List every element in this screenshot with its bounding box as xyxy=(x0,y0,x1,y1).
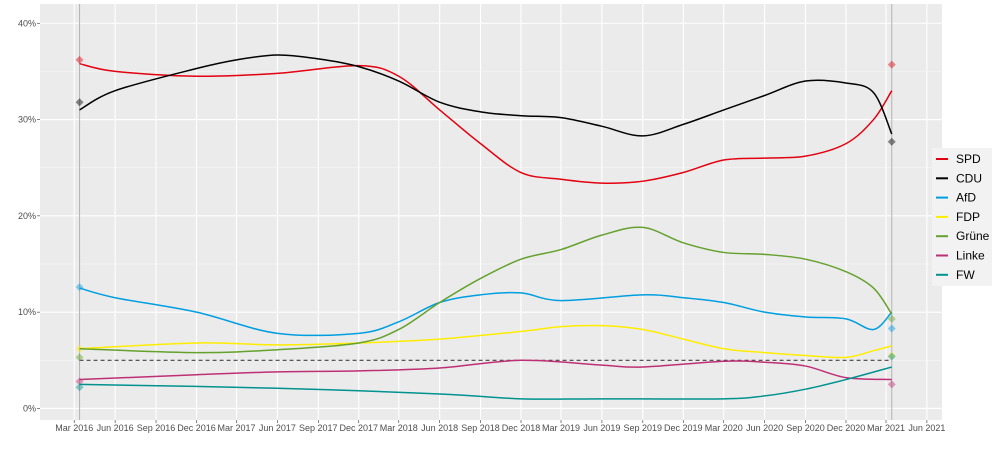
x-tick-label: Dec 2019 xyxy=(664,423,703,433)
x-tick-label: Mar 2021 xyxy=(867,423,905,433)
x-tick-label: Dec 2016 xyxy=(177,423,216,433)
x-tick-label: Mar 2017 xyxy=(217,423,255,433)
series-line xyxy=(79,287,893,337)
y-tick-label: 20% xyxy=(18,211,36,221)
x-tick-label: Jun 2019 xyxy=(583,423,620,433)
x-tick-label: Jun 2020 xyxy=(746,423,783,433)
legend-label: AfD xyxy=(956,191,976,205)
x-tick-label: Mar 2020 xyxy=(705,423,743,433)
series-line xyxy=(79,54,893,137)
series-spd xyxy=(75,55,896,184)
x-tick-label: Sep 2020 xyxy=(786,423,825,433)
election-result-marker xyxy=(887,352,896,361)
legend-label: FW xyxy=(956,268,975,282)
x-tick-label: Jun 2016 xyxy=(97,423,134,433)
x-tick-label: Mar 2016 xyxy=(55,423,93,433)
series-line xyxy=(79,359,892,381)
gridlines xyxy=(40,4,942,420)
series-line xyxy=(79,366,892,400)
y-tick-label: 40% xyxy=(18,18,36,28)
series-line xyxy=(79,226,893,354)
election-result-marker xyxy=(887,351,896,360)
y-tick-label: 0% xyxy=(23,403,36,413)
election-result-marker xyxy=(75,98,84,107)
election-result-marker xyxy=(887,137,896,146)
x-tick-label: Jun 2018 xyxy=(421,423,458,433)
election-result-marker xyxy=(887,324,896,333)
legend-label: FDP xyxy=(956,210,980,224)
x-tick-label: Sep 2019 xyxy=(624,423,663,433)
legend-label: Grüne xyxy=(956,229,990,243)
series-grüne xyxy=(75,226,896,362)
series-lines xyxy=(75,54,896,400)
x-tick-label: Sep 2017 xyxy=(299,423,338,433)
series-fw xyxy=(75,352,896,400)
election-result-marker xyxy=(75,55,84,64)
legend-label: SPD xyxy=(956,152,981,166)
election-result-marker xyxy=(75,383,84,392)
x-tick-label: Dec 2020 xyxy=(827,423,866,433)
series-linke xyxy=(75,359,896,389)
y-tick-label: 30% xyxy=(18,115,36,125)
election-result-marker xyxy=(887,314,896,323)
election-result-marker xyxy=(75,353,84,362)
x-tick-label: Jun 2021 xyxy=(908,423,945,433)
series-afd xyxy=(75,283,896,337)
plot-panel xyxy=(40,4,942,420)
x-tick-label: Sep 2016 xyxy=(137,423,176,433)
x-tick-label: Sep 2018 xyxy=(461,423,500,433)
axes: 0%10%20%30%40%Mar 2016 Jun 2016 Sep 2016 De… xyxy=(18,18,945,433)
series-line xyxy=(79,62,893,184)
legend-label: CDU xyxy=(956,171,982,185)
y-tick-label: 10% xyxy=(18,307,36,317)
election-result-marker xyxy=(887,60,896,69)
series-cdu xyxy=(75,54,896,146)
legend: SPD CDU AfD FDP Grüne Linke FW xyxy=(932,148,992,286)
legend-label: Linke xyxy=(956,249,985,263)
x-tick-label: Jun 2017 xyxy=(259,423,296,433)
x-tick-label: Mar 2018 xyxy=(380,423,418,433)
x-tick-label: Dec 2018 xyxy=(502,423,541,433)
x-tick-label: Dec 2017 xyxy=(339,423,378,433)
x-tick-label: Mar 2019 xyxy=(542,423,580,433)
series-line xyxy=(79,324,892,359)
election-result-marker xyxy=(887,380,896,389)
